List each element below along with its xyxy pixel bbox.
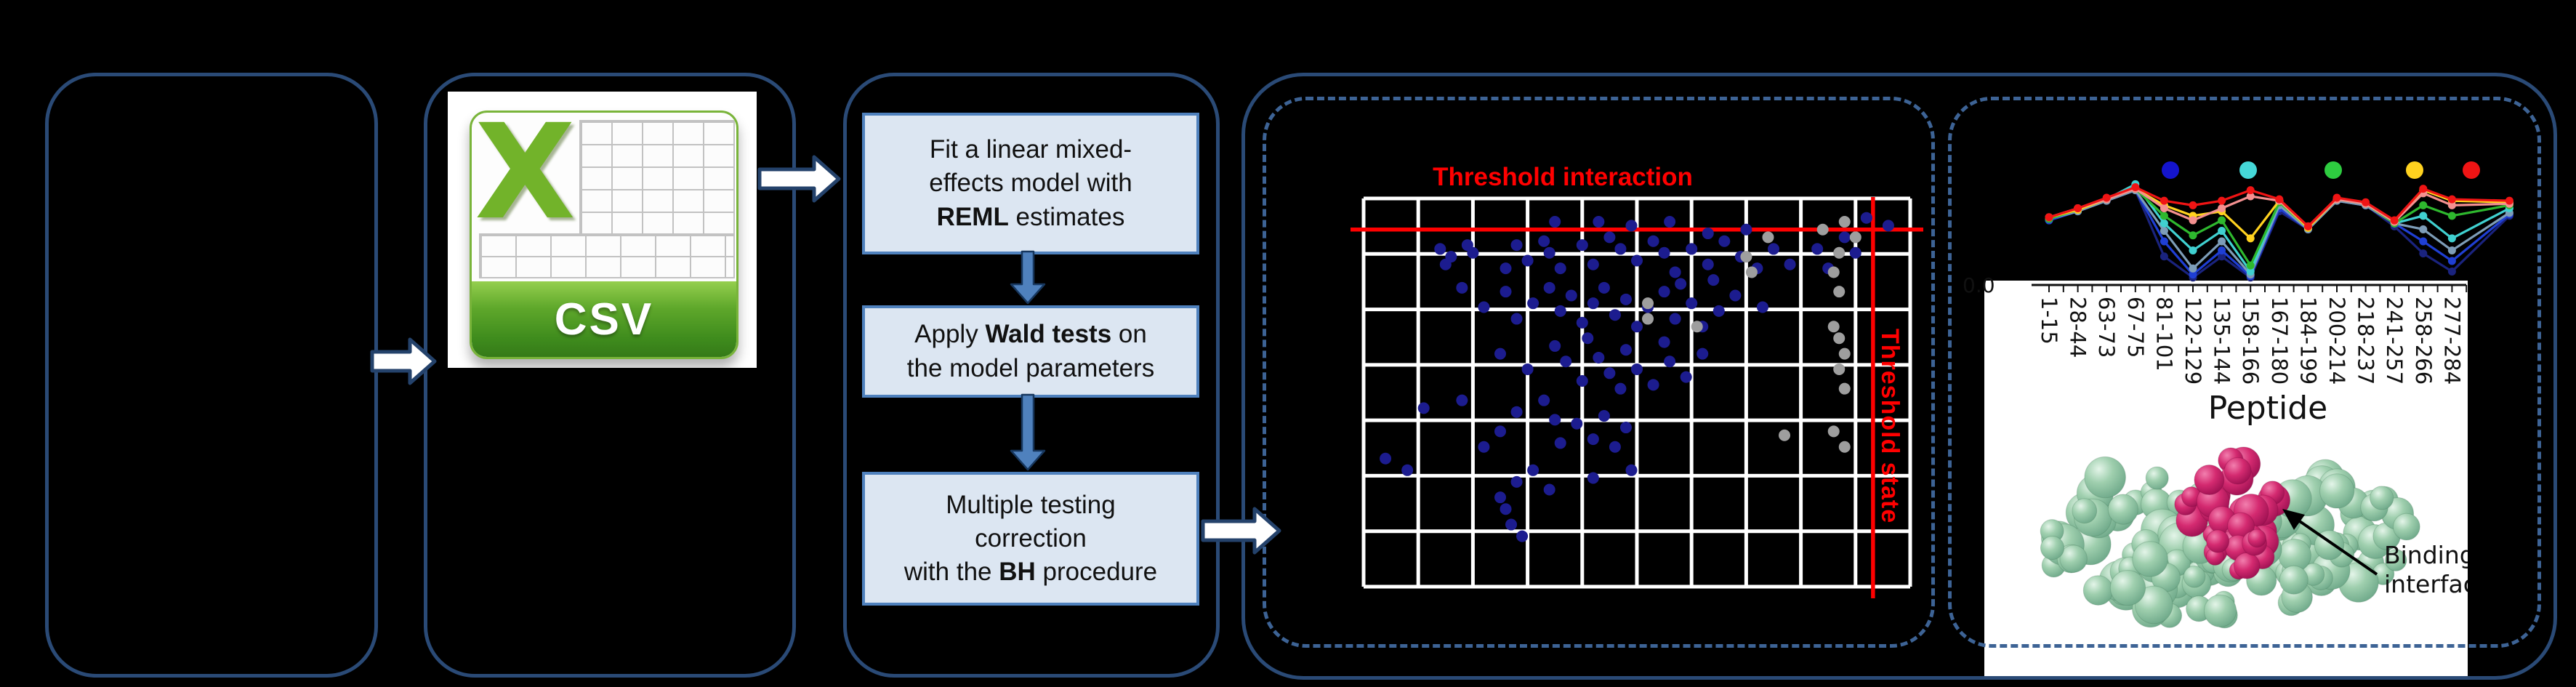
threshold-scatter-plot xyxy=(1351,196,1923,598)
step-text-line: Fit a linear mixed- xyxy=(929,135,1132,164)
x-tick-label: 135-144 xyxy=(2209,297,2234,385)
panel-input xyxy=(45,73,378,678)
panel-results xyxy=(1241,73,2557,680)
excel-x-icon: X xyxy=(475,111,576,249)
uptake-line-chart: 0.0 xyxy=(1963,161,2513,297)
step-text-line: with the BH procedure xyxy=(903,558,1158,587)
panel-csv xyxy=(424,73,796,678)
step-text-line: REML estimates xyxy=(936,202,1125,231)
spreadsheet-grid-icon xyxy=(579,120,735,236)
scatter-points-blue xyxy=(1380,212,1894,542)
x-tick-label: 63-73 xyxy=(2094,297,2120,358)
x-tick-label: 67-75 xyxy=(2122,297,2148,358)
x-tick-label: 81-101 xyxy=(2152,297,2177,371)
y-axis-tick-label: 0.0 xyxy=(1963,273,1995,297)
step-text-line: correction xyxy=(975,523,1087,553)
x-tick-label: 28-44 xyxy=(2065,297,2090,358)
protein-structure-image xyxy=(2040,446,2420,629)
x-tick-label: 184-199 xyxy=(2295,297,2321,385)
step-text-line: Apply Wald tests on xyxy=(914,320,1147,349)
step-fit-mixed-model: Fit a linear mixed-effects model with REM… xyxy=(862,113,1199,254)
x-tick-label: 167-180 xyxy=(2266,297,2292,385)
x-axis-title: Peptide xyxy=(2207,390,2328,427)
csv-file-icon: X CSV xyxy=(470,111,738,359)
csv-band: CSV xyxy=(472,281,736,357)
x-tick-label: 218-237 xyxy=(2353,297,2378,385)
panel-threshold-scatter xyxy=(1263,97,1935,648)
threshold-state-label: Threshold state xyxy=(1876,329,1904,524)
x-tick-label: 277-284 xyxy=(2439,297,2465,385)
scatter-points-gray xyxy=(1642,216,1861,453)
binding-interface-arrow xyxy=(2282,509,2378,576)
step-text-line: the model parameters xyxy=(906,353,1155,382)
csv-label: CSV xyxy=(554,294,654,345)
series-red xyxy=(2045,183,2513,230)
uptake-and-structure-figure: 1-15 28-44 63-73 67-75 81-101 122-129 135-144 1… xyxy=(1984,281,2468,678)
x-tick-label: 122-129 xyxy=(2181,297,2205,385)
step-text-line: Multiple testing xyxy=(946,490,1116,519)
legend-dots xyxy=(2162,161,2480,179)
binding-interface-annotation: Binding interface xyxy=(2384,541,2468,599)
spreadsheet-grid-icon xyxy=(479,233,735,278)
x-tick-label: 258-266 xyxy=(2410,297,2436,385)
peptide-surface xyxy=(2174,446,2291,580)
x-tick-label: 158-166 xyxy=(2238,297,2263,385)
scatter-title: Threshold interaction xyxy=(1433,163,1693,191)
step-wald-tests: Apply Wald tests on the model parameters xyxy=(862,305,1199,398)
panel-statistics xyxy=(843,73,1220,678)
x-tick-label: 241-257 xyxy=(2382,297,2407,385)
csv-image: X CSV xyxy=(448,92,757,368)
x-axis-tick-labels: 1-15 28-44 63-73 67-75 81-101 122-129 135-144 1… xyxy=(1984,297,2468,420)
panel-structure xyxy=(1948,97,2541,648)
x-tick-label: 200-214 xyxy=(2325,297,2349,385)
x-tick-label: 1-15 xyxy=(2037,297,2061,345)
x-axis xyxy=(2032,284,2468,292)
step-bh-correction: Multiple testing correction with the BH pr… xyxy=(862,472,1199,606)
step-text-line: effects model with xyxy=(929,169,1132,198)
